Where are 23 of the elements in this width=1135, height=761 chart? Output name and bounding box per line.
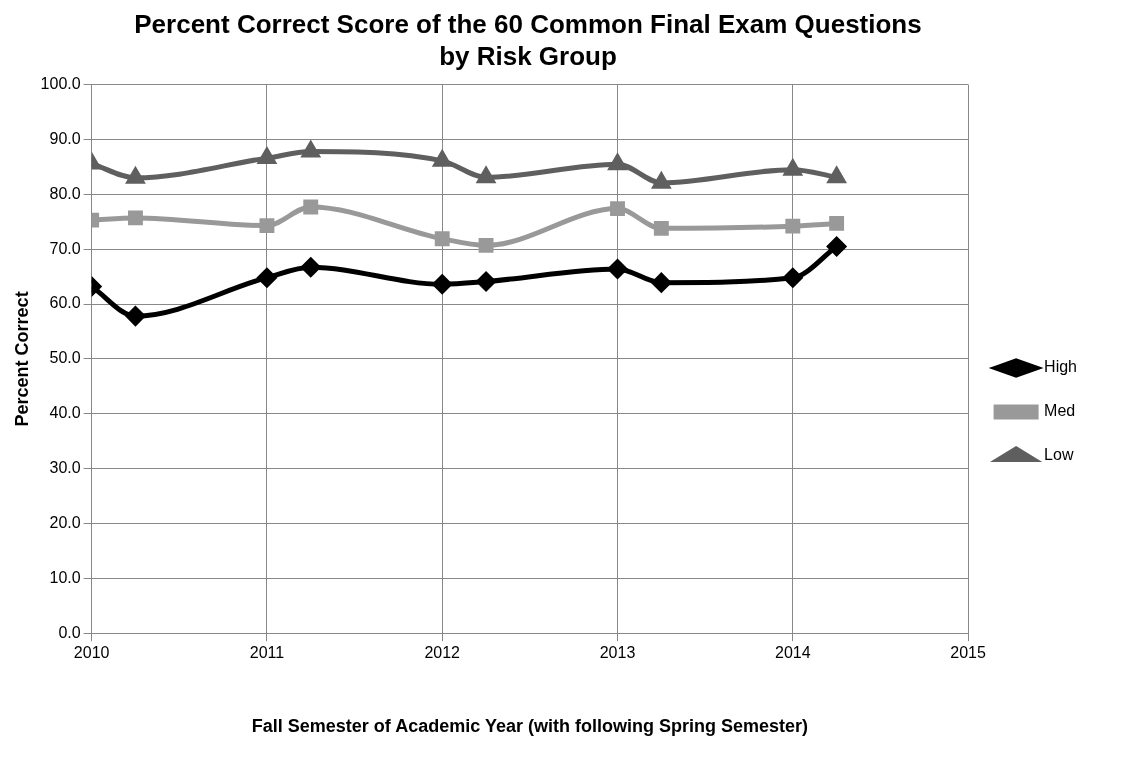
y-tick-label: 40.0 — [49, 404, 81, 422]
x-tick-label: 2014 — [775, 644, 811, 662]
legend-label: High — [1044, 358, 1077, 376]
legend-label: Med — [1044, 402, 1076, 420]
x-tick-label: 2015 — [950, 644, 986, 662]
x-axis-title: Fall Semester of Academic Year (with following Spring Semester) — [251, 716, 808, 737]
y-tick-label: 30.0 — [49, 459, 81, 477]
y-tick-label: 0.0 — [58, 623, 81, 641]
y-tick-label: 100.0 — [40, 75, 81, 93]
y-tick-label: 80.0 — [49, 184, 81, 202]
x-tick-label: 2012 — [424, 644, 461, 662]
chart-title: Percent Correct Score of the 60 Common Final Exam Questions by Risk Group — [133, 8, 923, 72]
y-tick-label: 20.0 — [49, 513, 81, 531]
y-tick-label: 50.0 — [49, 349, 81, 367]
y-tick-label: 70.0 — [49, 239, 81, 257]
y-tick-label: 10.0 — [49, 568, 81, 586]
x-tick-label: 2011 — [249, 644, 285, 662]
x-tick-label: 2013 — [599, 644, 636, 662]
y-axis-title: Percent Correct — [11, 291, 32, 427]
legend-label: Low — [1044, 446, 1074, 464]
y-tick-label: 90.0 — [49, 129, 81, 147]
y-tick-label: 60.0 — [49, 294, 81, 312]
x-tick-label: 2010 — [73, 644, 110, 662]
